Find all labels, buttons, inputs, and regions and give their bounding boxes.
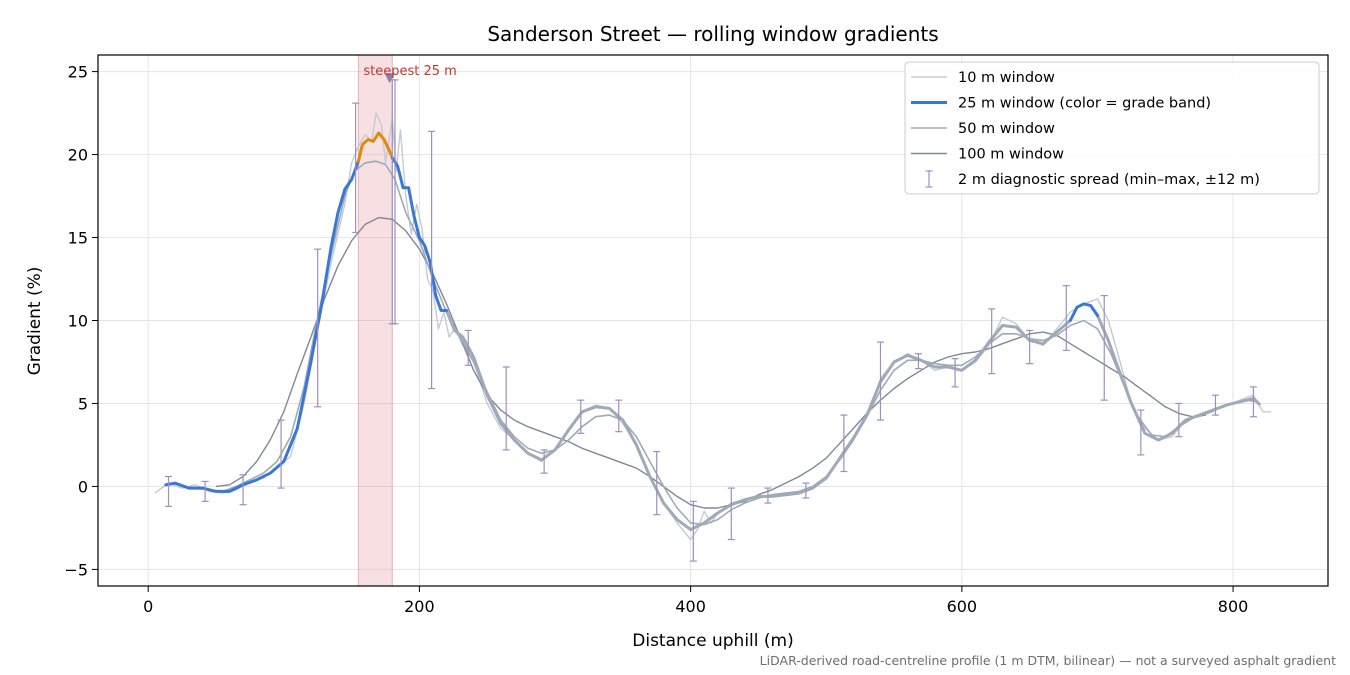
y-tick-label: 20: [68, 146, 88, 165]
y-tick-label: 10: [68, 312, 88, 331]
legend-box: [904, 61, 1320, 195]
series-line-25m-moderate: [164, 159, 360, 493]
legend: 10 m window 25 m window (color = grade ba…: [904, 61, 1320, 195]
y-tick-label: 15: [68, 229, 88, 248]
legend-label: 10 m window: [958, 70, 1055, 86]
y-axis-title: Gradient (%): [25, 267, 45, 376]
x-tick-label: 800: [1218, 597, 1249, 616]
y-tick-label: 0: [78, 477, 88, 496]
legend-label: 100 m window: [958, 147, 1064, 163]
legend-label: 25 m window (color = grade band): [958, 96, 1211, 112]
steepest-band: [357, 54, 393, 587]
y-tick-label: −5: [64, 560, 88, 579]
series-line-100m: [215, 216, 1206, 509]
x-tick-label: 0: [143, 597, 153, 616]
y-tick-label: 5: [78, 394, 88, 413]
x-tick-label: 200: [404, 597, 435, 616]
series-line-50m: [182, 160, 1258, 526]
y-tick-label: 25: [68, 63, 88, 82]
steepest-marker: [384, 73, 395, 84]
series-line-25m-steep: [356, 131, 394, 163]
footnote: LiDAR-derived road-centreline profile (1…: [760, 653, 1336, 668]
series-line-25m-moderate: [390, 156, 448, 312]
chart-title: Sanderson Street — rolling window gradie…: [487, 22, 938, 46]
legend-label: 2 m diagnostic spread (min–max, ±12 m): [958, 172, 1260, 188]
series-line-25m-moderate: [1068, 302, 1099, 322]
x-axis-title: Distance uphill (m): [632, 631, 793, 651]
series-line-25m-neutral: [445, 309, 1072, 532]
steepest-label: steepest 25 m: [363, 64, 456, 79]
x-tick-label: 400: [675, 597, 706, 616]
x-tick-label: 600: [947, 597, 978, 616]
legend-label: 50 m window: [958, 121, 1055, 137]
